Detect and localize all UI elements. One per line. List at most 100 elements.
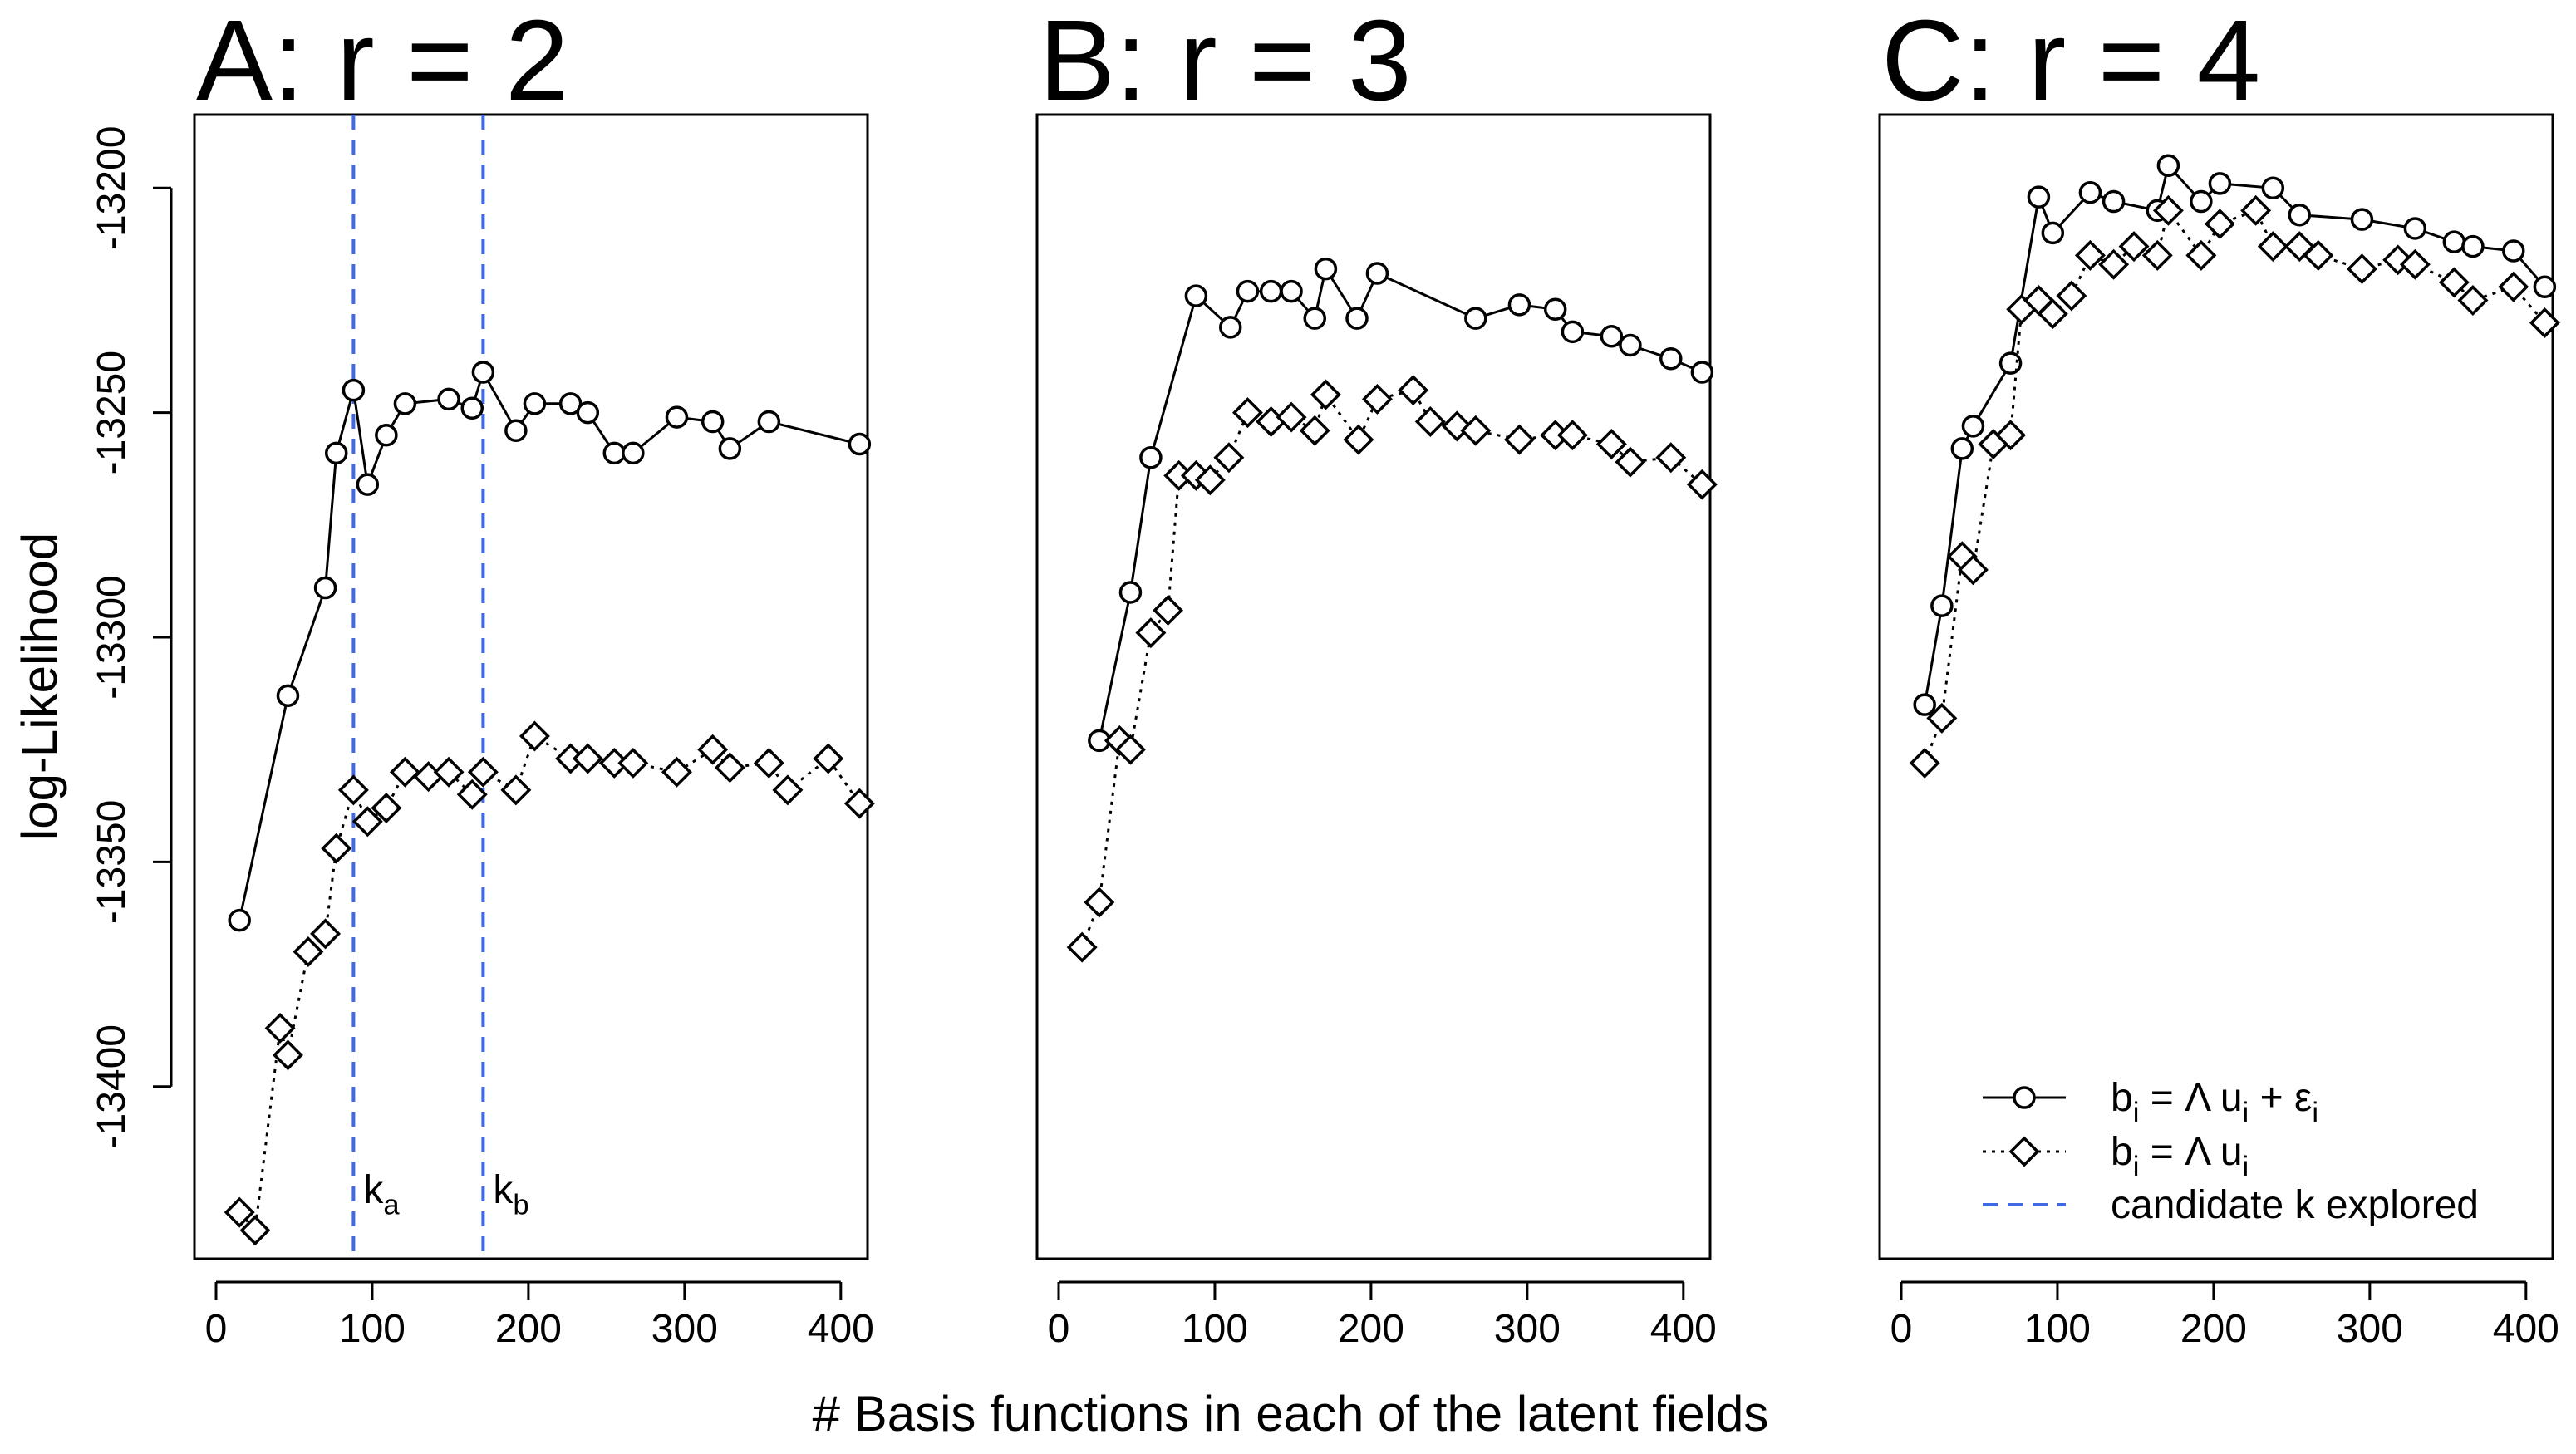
data-point-diamond bbox=[572, 743, 603, 774]
data-point-circle bbox=[1600, 324, 1624, 348]
plot-frame bbox=[193, 113, 869, 1260]
y-axis: -13200 -13250 -13300 -13350 -13400 bbox=[90, 126, 173, 1148]
data-point-circle bbox=[1930, 594, 1954, 617]
data-point-diamond bbox=[264, 1012, 296, 1044]
data-point-diamond bbox=[2257, 231, 2288, 263]
data-point-circle bbox=[1464, 307, 1487, 330]
x-tick-label: 200 bbox=[495, 1307, 562, 1351]
data-point-circle bbox=[1280, 279, 1303, 303]
x-tick-label: 400 bbox=[2493, 1307, 2559, 1351]
data-point-diamond bbox=[1194, 464, 1226, 496]
y-tick-label: -13200 bbox=[90, 126, 134, 250]
data-point-circle bbox=[1690, 361, 1714, 384]
data-point-diamond bbox=[843, 788, 875, 819]
data-point-circle bbox=[1998, 351, 2023, 375]
data-point-diamond bbox=[467, 756, 499, 788]
data-point-diamond bbox=[2240, 194, 2272, 226]
data-point-circle bbox=[1259, 279, 1283, 303]
data-point-circle bbox=[622, 441, 645, 465]
data-point-diamond bbox=[2098, 248, 2130, 280]
y-tick-label: -13350 bbox=[90, 800, 134, 924]
legend-marker-diamond bbox=[2008, 1136, 2040, 1167]
data-point-circle bbox=[393, 392, 417, 415]
x-tick-label: 300 bbox=[1494, 1307, 1561, 1351]
panel-title: B: r = 3 bbox=[1039, 0, 1412, 125]
legend-label-candidate: candidate k explored bbox=[2111, 1183, 2479, 1227]
data-point-circle bbox=[276, 684, 300, 708]
data-point-diamond bbox=[2399, 248, 2431, 280]
data-point-circle bbox=[504, 419, 528, 443]
data-point-circle bbox=[1365, 262, 1389, 285]
data-point-diamond bbox=[337, 774, 369, 806]
data-point-circle bbox=[1950, 437, 1974, 460]
data-point-diamond bbox=[456, 779, 488, 810]
plot-frame bbox=[1035, 113, 1712, 1260]
data-point-circle bbox=[2533, 275, 2557, 299]
data-point-circle bbox=[228, 908, 251, 932]
data-point-diamond bbox=[2457, 285, 2489, 316]
data-point-diamond bbox=[1231, 397, 1263, 429]
data-point-circle bbox=[1184, 284, 1208, 307]
x-tick-label: 200 bbox=[1338, 1307, 1404, 1351]
candidate-k-label-kb: kb bbox=[493, 1168, 528, 1221]
data-point-circle bbox=[848, 432, 872, 456]
data-point-diamond bbox=[1503, 424, 1535, 455]
x-tick-label: 100 bbox=[339, 1307, 406, 1351]
data-point-diamond bbox=[2074, 239, 2106, 271]
series-with_eps bbox=[1913, 154, 2557, 716]
data-point-diamond bbox=[389, 756, 420, 788]
data-point-circle bbox=[558, 392, 583, 415]
data-point-diamond bbox=[239, 1215, 271, 1246]
x-tick-label: 300 bbox=[651, 1307, 718, 1351]
data-point-circle bbox=[1543, 297, 1567, 322]
data-point-diamond bbox=[1655, 442, 1687, 474]
data-point-circle bbox=[2502, 239, 2525, 263]
data-point-circle bbox=[718, 437, 742, 460]
data-point-diamond bbox=[224, 1196, 255, 1228]
x-axis: 0 100 200 300 400 bbox=[1890, 1280, 2559, 1351]
data-point-diamond bbox=[1615, 446, 1646, 478]
data-point-diamond bbox=[272, 1039, 303, 1071]
y-tick-label: -13400 bbox=[90, 1024, 134, 1148]
data-point-diamond bbox=[519, 720, 550, 752]
data-point-circle bbox=[2190, 189, 2213, 214]
x-axis: 0 100 200 300 400 bbox=[205, 1280, 874, 1351]
data-point-circle bbox=[2102, 189, 2126, 214]
y-tick-label: -13250 bbox=[90, 351, 134, 474]
legend-label-with-eps: bi = Λ ui + εi bbox=[2111, 1076, 2318, 1128]
data-point-circle bbox=[324, 441, 348, 465]
data-point-diamond bbox=[2303, 239, 2334, 271]
data-point-circle bbox=[375, 423, 398, 447]
data-point-circle bbox=[356, 473, 380, 496]
data-point-diamond bbox=[1343, 424, 1374, 455]
data-point-diamond bbox=[310, 918, 342, 950]
data-point-circle bbox=[602, 441, 627, 465]
data-point-diamond bbox=[2346, 253, 2377, 285]
data-point-circle bbox=[576, 400, 600, 425]
x-axis: 0 100 200 300 400 bbox=[1048, 1280, 1717, 1351]
data-point-diamond bbox=[772, 774, 804, 806]
data-point-diamond bbox=[2152, 194, 2184, 226]
data-point-diamond bbox=[293, 936, 324, 968]
panel-c: C: r = 4 0 100 200 300 400 bbox=[1878, 0, 2560, 1351]
data-point-diamond bbox=[697, 734, 729, 765]
data-point-circle bbox=[2442, 230, 2466, 253]
data-point-circle bbox=[1913, 693, 1936, 716]
data-point-circle bbox=[2288, 203, 2312, 227]
data-point-diamond bbox=[1310, 379, 1341, 410]
data-point-diamond bbox=[1114, 734, 1146, 765]
data-point-diamond bbox=[1995, 420, 2027, 451]
data-point-diamond bbox=[1361, 383, 1393, 415]
x-tick-label: 100 bbox=[2024, 1307, 2091, 1351]
x-tick-label: 400 bbox=[808, 1307, 874, 1351]
x-tick-label: 300 bbox=[2337, 1307, 2403, 1351]
legend-marker-circle bbox=[2013, 1086, 2036, 1109]
data-point-circle bbox=[2403, 217, 2427, 240]
data-point-diamond bbox=[321, 833, 352, 864]
data-point-circle bbox=[1619, 333, 1642, 357]
data-point-circle bbox=[757, 410, 781, 434]
data-point-circle bbox=[1561, 320, 1585, 344]
data-point-diamond bbox=[1595, 429, 1627, 459]
data-point-diamond bbox=[413, 761, 445, 793]
